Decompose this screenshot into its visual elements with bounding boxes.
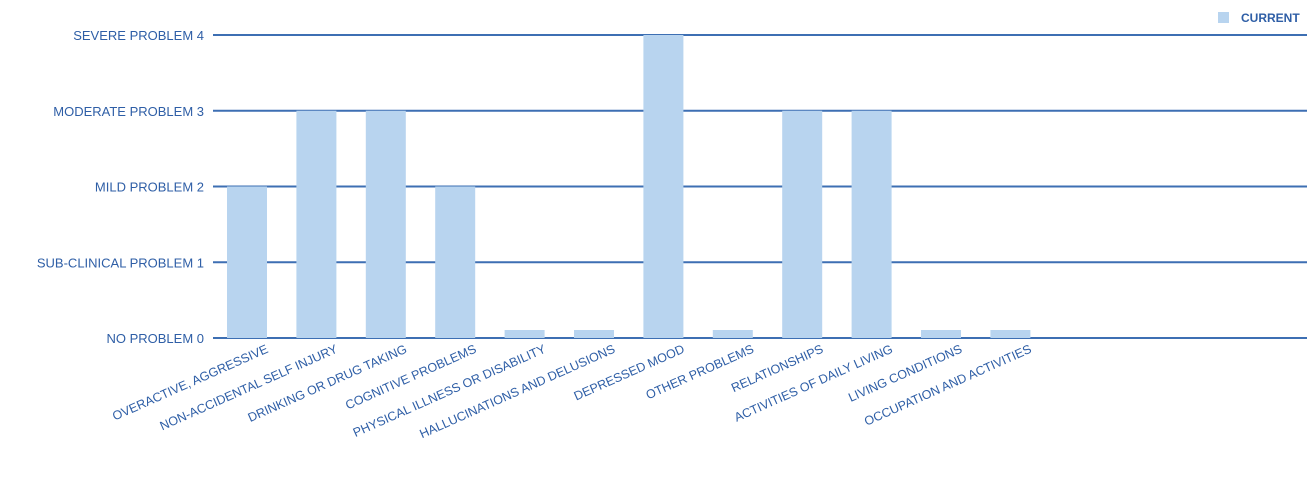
legend: CURRENT [1218, 11, 1300, 25]
bar [712, 330, 753, 338]
bar [574, 330, 614, 338]
bar [365, 110, 406, 338]
bar [296, 110, 337, 338]
bars [227, 35, 1031, 338]
bar [643, 35, 684, 338]
x-tick-label: LIVING CONDITIONS [846, 342, 964, 405]
bar [227, 186, 267, 338]
y-tick-label: NO PROBLEM 0 [106, 331, 204, 346]
legend-label: CURRENT [1241, 11, 1300, 25]
bar [990, 330, 1031, 338]
y-tick-label: MILD PROBLEM 2 [95, 180, 204, 195]
bar [782, 110, 823, 338]
bar [504, 330, 545, 338]
legend-marker [1218, 12, 1229, 23]
bar [435, 186, 476, 338]
y-tick-label: MODERATE PROBLEM 3 [53, 104, 204, 119]
bar [851, 110, 892, 338]
bar [921, 330, 961, 338]
y-axis-labels: NO PROBLEM 0 SUB-CLINICAL PROBLEM 1 MILD P… [37, 28, 204, 346]
y-tick-label: SUB-CLINICAL PROBLEM 1 [37, 255, 204, 270]
y-tick-label: SEVERE PROBLEM 4 [73, 28, 204, 43]
